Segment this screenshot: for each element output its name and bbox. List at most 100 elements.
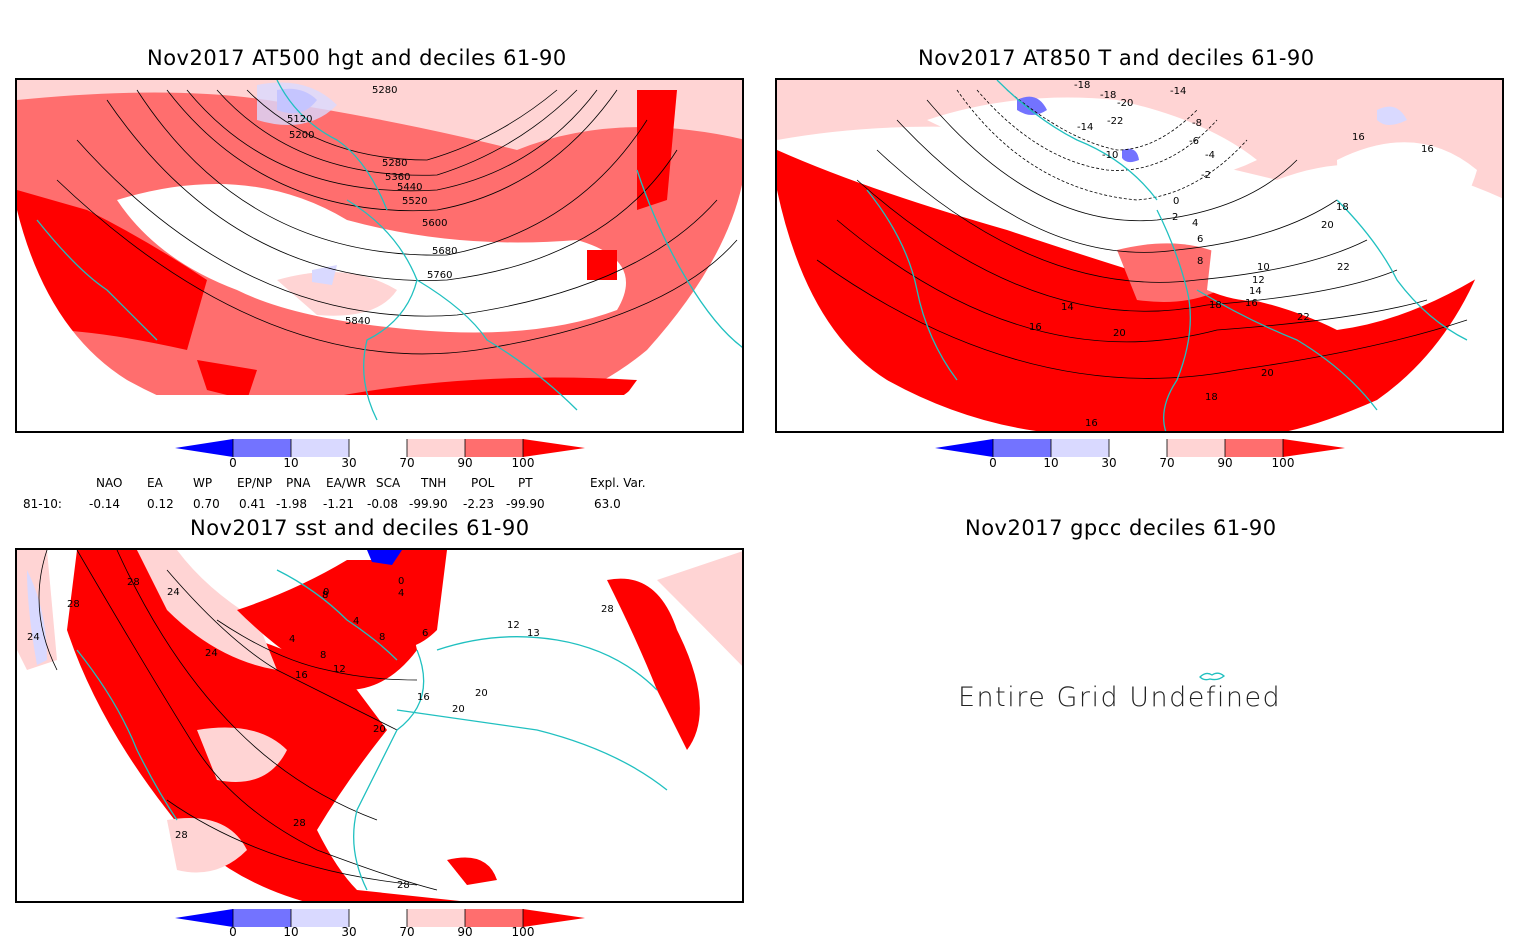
contour-label: -6: [1189, 136, 1199, 147]
map-panel-sst: 28 24 28 24 24 8 0 4 0 4 8 6 4 8 12 16 1…: [15, 548, 744, 903]
index-value: -99.90: [506, 497, 545, 511]
contour-label: 28: [67, 599, 80, 610]
contour-label: 4: [289, 634, 295, 645]
index-name: EP/NP: [237, 476, 273, 490]
index-name: WP: [193, 476, 213, 490]
colorbar-tick: 100: [511, 925, 535, 939]
index-name: POL: [471, 476, 495, 490]
contour-label: 12: [333, 664, 346, 675]
contour-label: 5120: [287, 114, 312, 125]
contour-label: 0: [1173, 196, 1179, 207]
contour-label: 22: [1297, 312, 1310, 323]
colorbar-tick: 70: [1159, 456, 1175, 470]
contour-label: 5600: [422, 218, 447, 229]
index-value: -2.23: [463, 497, 495, 511]
colorbar-bottom-left: 0 10 30 70 90 100: [175, 909, 585, 940]
undefined-message: Entire Grid Undefined: [958, 682, 1282, 713]
colorbar-tick: 30: [1101, 456, 1117, 470]
contour-label: 10: [1257, 262, 1270, 273]
contour-label: 20: [1113, 328, 1126, 339]
colorbar-tick: 70: [399, 456, 415, 470]
contour-label: 28: [397, 880, 410, 891]
contour-label: 28: [601, 604, 614, 615]
contour-label: 20: [1261, 368, 1274, 379]
index-name: SCA: [376, 476, 401, 490]
contour-label: -18: [1100, 90, 1116, 101]
contour-label: 13: [527, 628, 540, 639]
contour-label: 12: [507, 620, 520, 631]
index-name: PNA: [286, 476, 311, 490]
index-value: 63.0: [594, 497, 621, 511]
contour-label: 5680: [432, 246, 457, 257]
index-value: 0.12: [147, 497, 174, 511]
contour-label: -8: [1192, 118, 1202, 129]
index-value: -0.14: [89, 497, 121, 511]
index-name: Expl. Var.: [590, 476, 646, 490]
contour-label: 12: [1252, 275, 1265, 286]
contour-label: 5280: [372, 85, 397, 96]
index-period: 81-10:: [23, 497, 62, 511]
colorbar-tick: 100: [1271, 456, 1295, 470]
panel-title-t850: Nov2017 AT850 T and deciles 61-90: [918, 46, 1315, 70]
contour-label: 5520: [402, 196, 427, 207]
colorbar-top-right: 0 10 30 70 90 100: [935, 439, 1345, 479]
contour-label: 20: [373, 724, 386, 735]
contour-label: 5360: [385, 172, 410, 183]
contour-label: 28: [127, 577, 140, 588]
contour-label: 0: [323, 587, 329, 598]
contour-label: -22: [1107, 116, 1123, 127]
contour-label: 8: [379, 632, 385, 643]
colorbar-tick: 90: [457, 456, 473, 470]
contour-label: 16: [417, 692, 430, 703]
contour-label: 24: [205, 648, 218, 659]
colorbar-tick: 100: [511, 456, 535, 470]
contour-label: 24: [27, 632, 40, 643]
contour-label: 5280: [382, 158, 407, 169]
contour-label: 24: [167, 587, 180, 598]
colorbar-tick: 30: [341, 456, 357, 470]
map-panel-hgt: 5280 5120 5200 5280 5360 5440 5520 5600 …: [15, 78, 744, 433]
index-value: -0.08: [367, 497, 399, 511]
index-name: NAO: [96, 476, 123, 490]
index-name: EA: [147, 476, 163, 490]
contour-label: 5200: [289, 130, 314, 141]
index-name: TNH: [421, 476, 447, 490]
contour-label: 8: [322, 590, 328, 601]
contour-label: -18: [1074, 80, 1090, 91]
contour-label: 22: [1337, 262, 1350, 273]
colorbar-tick: 0: [989, 456, 997, 470]
contour-label: 28: [293, 818, 306, 829]
contour-label: 20: [1321, 220, 1334, 231]
index-value: -99.90: [409, 497, 448, 511]
index-value: -1.21: [323, 497, 355, 511]
contour-label: 20: [475, 688, 488, 699]
contour-label: -4: [1205, 150, 1215, 161]
contour-label: 5760: [427, 270, 452, 281]
contour-label: -2: [1201, 170, 1211, 181]
map-panel-t850: -18 -18 -20 -14 -8 -6 -14 -22 -10 -4 -2 …: [775, 78, 1504, 433]
contour-label: 16: [1245, 298, 1258, 309]
contour-label: 18: [1205, 392, 1218, 403]
index-name: PT: [518, 476, 533, 490]
colorbar-top-left: 0 10 30 70 90 100: [175, 439, 585, 479]
panel-title-hgt: Nov2017 AT500 hgt and deciles 61-90: [147, 46, 567, 70]
contour-label: 16: [1029, 322, 1042, 333]
contour-label: 16: [295, 670, 308, 681]
panel-title-gpcc: Nov2017 gpcc deciles 61-90: [965, 516, 1277, 540]
colorbar-tick: 0: [229, 456, 237, 470]
contour-label: 8: [320, 650, 326, 661]
panel-title-sst: Nov2017 sst and deciles 61-90: [190, 516, 530, 540]
contour-label: -10: [1102, 150, 1118, 161]
colorbar-tick: 70: [399, 925, 415, 939]
greenland-coast-mark: [1198, 668, 1228, 682]
index-name: EA/WR: [326, 476, 367, 490]
contour-label: 6: [1197, 234, 1203, 245]
contour-label: 2: [1172, 212, 1178, 223]
contour-label: -14: [1170, 86, 1186, 97]
colorbar-tick: 10: [283, 925, 299, 939]
contour-label: 16: [1085, 418, 1098, 429]
colorbar-tick: 30: [341, 925, 357, 939]
contour-label: 18: [1209, 300, 1222, 311]
contour-label: 18: [1336, 202, 1349, 213]
contour-label: 4: [353, 616, 359, 627]
